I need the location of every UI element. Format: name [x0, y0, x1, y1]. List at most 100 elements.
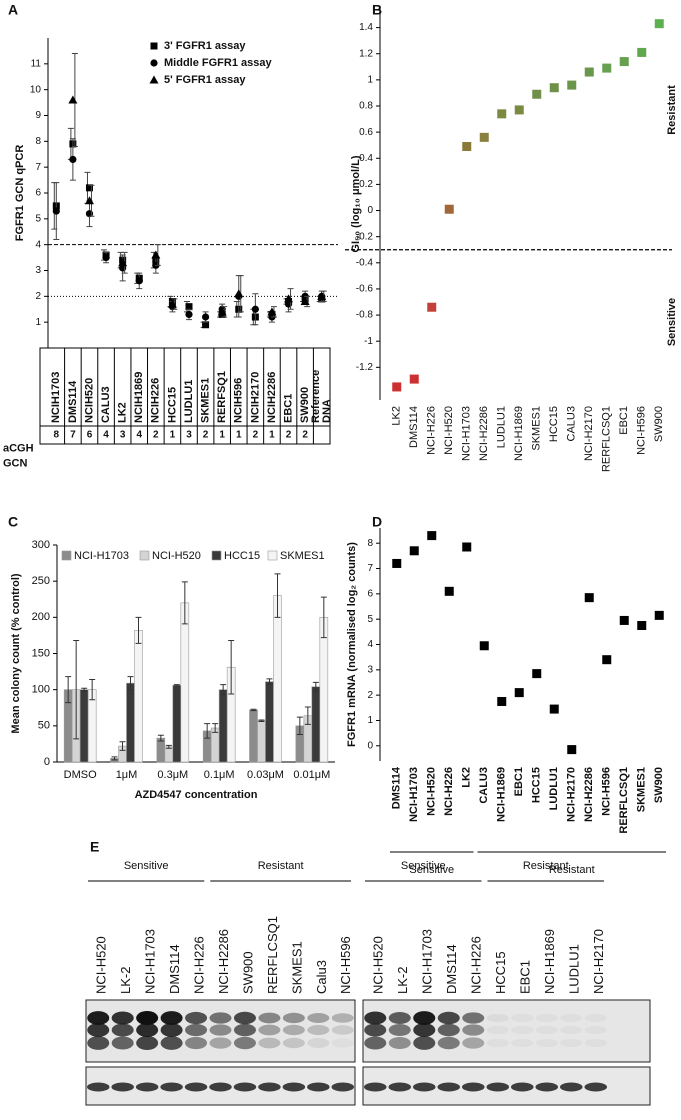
data-point — [201, 313, 210, 321]
blot-band — [258, 1012, 281, 1024]
panel-label: C — [8, 514, 18, 530]
data-point — [532, 669, 542, 679]
error-bar — [135, 616, 142, 644]
y-axis-label: FGFR1 GCN qPCR — [14, 145, 26, 242]
blot-band — [307, 1013, 330, 1023]
lane-label: HCC15 — [493, 951, 508, 994]
data-point — [167, 299, 177, 308]
data-point — [497, 109, 507, 119]
lane-label: NCI-H2286 — [216, 929, 231, 994]
y-tick-label: 4 — [367, 639, 373, 650]
y-tick-label: 5 — [367, 614, 373, 625]
data-point — [392, 558, 402, 568]
blot-band — [364, 1011, 387, 1025]
blot-band — [462, 1037, 485, 1049]
error-bar — [228, 639, 235, 695]
blot-band — [535, 1082, 559, 1092]
y-tick-label: 1.4 — [359, 22, 373, 33]
data-point — [267, 307, 277, 316]
lane-label: NCI-H596 — [338, 936, 353, 994]
data-point — [444, 204, 454, 214]
y-tick-label: -0.8 — [356, 310, 374, 321]
blot-band — [331, 1025, 354, 1035]
legend-marker — [149, 75, 159, 84]
error-bar — [304, 706, 311, 725]
table-cell: 7 — [70, 430, 76, 441]
blot-band — [233, 1036, 256, 1050]
legend-marker — [150, 59, 158, 67]
error-bar — [250, 708, 257, 712]
lane-label: NCI-H1869 — [542, 929, 557, 994]
x-tick-label: DMSO — [64, 769, 97, 781]
blot-band — [160, 1011, 183, 1025]
blot-band — [87, 1023, 110, 1037]
table-cell: 2 — [286, 430, 292, 441]
y-tick-label: -0.2 — [356, 231, 374, 242]
blot-band — [461, 1082, 485, 1092]
x-tick-label: NCI-H1869 — [513, 406, 525, 461]
y-tick-label: 1 — [35, 317, 41, 328]
data-point — [637, 47, 647, 57]
blot-band — [282, 1024, 305, 1036]
x-tick-label: LUDLU1 — [496, 406, 508, 448]
data-point — [202, 321, 210, 329]
x-tick-label: NCI-H1703 — [461, 406, 473, 461]
x-tick-label: NCI-H226 — [426, 406, 438, 455]
blot-band — [486, 1013, 509, 1023]
table-row-label: aCGH GCN — [3, 442, 34, 469]
lane-label: LK-2 — [118, 967, 133, 994]
blot-band — [233, 1082, 257, 1092]
x-tick-label: NCI-H596 — [601, 767, 613, 816]
table-header: RERFSQ1 — [216, 371, 228, 423]
data-point — [185, 303, 193, 311]
error-bar — [181, 581, 188, 625]
blot-band — [584, 1038, 607, 1048]
blot-band — [111, 1011, 134, 1025]
error-bar — [312, 681, 319, 692]
data-point — [409, 546, 419, 556]
table-header: NCIH596 — [233, 378, 245, 423]
data-point — [549, 83, 559, 93]
lane-label: DMS114 — [444, 944, 459, 994]
error-bar — [73, 639, 80, 740]
blot-band — [282, 1012, 305, 1024]
error-bar — [165, 744, 172, 749]
y-tick-label: 0 — [44, 756, 50, 768]
data-point — [151, 250, 161, 259]
bar — [218, 689, 228, 763]
y-tick-label: -1 — [364, 336, 373, 347]
legend-label: SKMES1 — [280, 550, 325, 562]
blot-band — [486, 1038, 509, 1048]
data-point — [135, 277, 143, 285]
blot-band — [535, 1025, 558, 1035]
blot-band — [136, 1011, 159, 1025]
data-point — [602, 655, 612, 665]
table-header: SKMES1 — [199, 378, 211, 423]
legend-label: NCI-H1703 — [74, 550, 129, 562]
blot-band — [413, 1011, 436, 1025]
lane-label: SW900 — [240, 951, 255, 994]
lane-label: LUDLU1 — [567, 944, 582, 994]
table-header: EBC1 — [282, 394, 294, 423]
x-tick-label: 0.01μM — [293, 769, 330, 781]
blot-band — [209, 1082, 232, 1092]
x-tick-label: HCC15 — [548, 406, 560, 442]
bar — [273, 595, 282, 763]
table-header: LK2 — [117, 402, 129, 423]
panel-label: B — [372, 2, 382, 18]
y-tick-label: -0.6 — [356, 284, 374, 295]
panel-label: D — [372, 514, 382, 530]
blot-band — [282, 1082, 306, 1092]
bar — [164, 746, 174, 763]
blot-band — [307, 1025, 330, 1035]
panel-label: E — [90, 839, 99, 855]
blot-band — [136, 1023, 159, 1037]
blot-band — [135, 1082, 159, 1092]
blot-band — [510, 1082, 534, 1092]
y-tick-label: 8 — [35, 136, 41, 147]
table-cell: 4 — [103, 430, 109, 441]
data-point — [514, 105, 524, 115]
table-border — [39, 347, 331, 445]
blot-band — [160, 1023, 183, 1037]
blot-band — [584, 1025, 607, 1035]
